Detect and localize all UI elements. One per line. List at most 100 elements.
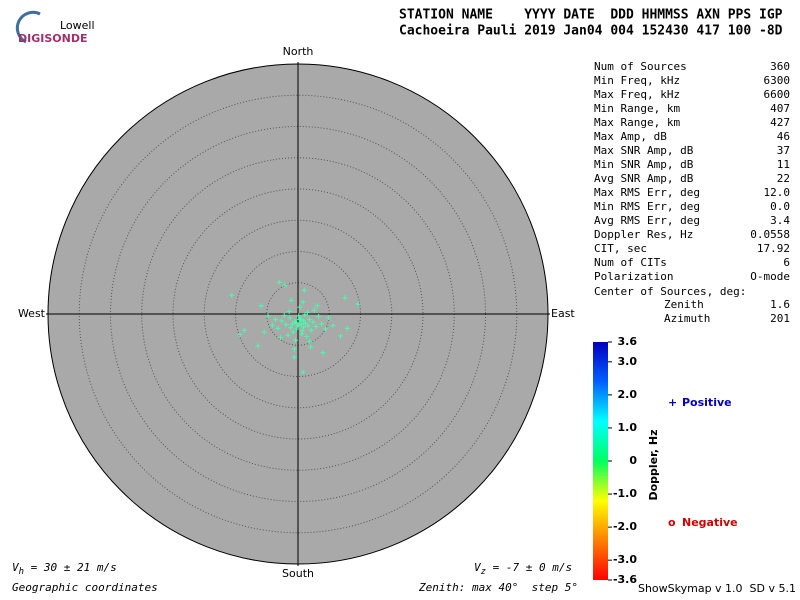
source-point: [293, 320, 299, 326]
stat-label: Max RMS Err, deg: [594, 186, 700, 199]
stat-label: Min RMS Err, deg: [594, 200, 700, 213]
source-point: [285, 332, 291, 338]
source-point: [314, 303, 320, 309]
source-point: [300, 369, 306, 375]
stat-value: 12.0: [764, 186, 791, 199]
source-point: [290, 329, 296, 335]
colorbar: [593, 342, 608, 580]
source-point: [237, 332, 243, 338]
footer-coords: Geographic coordinates: [12, 581, 158, 594]
stat-label: Avg RMS Err, deg: [594, 214, 700, 227]
stat-value: 6300: [764, 74, 791, 87]
source-point: [302, 312, 308, 318]
source-point: [326, 315, 332, 321]
stats-title: Center of Sources, deg:: [594, 285, 746, 298]
source-point: [338, 333, 343, 339]
stat-label: Num of Sources: [594, 60, 687, 73]
legend-text: Negative: [682, 516, 738, 529]
colorbar-tick-label: 0: [629, 454, 637, 467]
source-point: [281, 312, 287, 318]
velocity-text: = -7 ± 0 m/s: [486, 561, 572, 574]
stat-label: Max Amp, dB: [594, 130, 667, 143]
source-point: [319, 321, 325, 327]
velocity: Vh = 30 ± 21 m/s: [12, 561, 117, 577]
stat-value: 427: [770, 116, 790, 129]
source-point: [313, 324, 319, 329]
colorbar-tick-label: -3.6: [613, 573, 637, 586]
stat-value: 6: [783, 256, 790, 269]
header-line: Cachoeira Pauli 2019 Jan04 004 152430 41…: [399, 24, 783, 39]
colorbar-tick-label: 2.0: [618, 388, 638, 401]
stat-label: Min SNR Amp, dB: [594, 158, 694, 171]
source-point: [296, 313, 302, 319]
source-point: [278, 335, 283, 341]
source-point: [310, 319, 316, 325]
source-point: [300, 299, 306, 305]
legend-text: Positive: [682, 396, 732, 409]
source-point: [307, 339, 313, 344]
center-label: Azimuth: [664, 312, 710, 325]
source-point: [301, 318, 307, 324]
source-point: [301, 287, 307, 293]
stat-label: Min Freq, kHz: [594, 74, 680, 87]
stat-value: 0.0558: [750, 228, 790, 241]
source-point: [299, 331, 305, 337]
source-point: [286, 309, 292, 314]
source-point: [269, 322, 275, 328]
source-point: [293, 337, 298, 343]
source-point: [265, 313, 271, 319]
source-point: [275, 325, 281, 331]
stat-value: 3.4: [770, 214, 790, 227]
center-value: 201: [770, 312, 790, 325]
stat-label: Polarization: [594, 270, 673, 283]
colorbar-tick-label: -2.0: [613, 520, 637, 533]
colorbar-tick-label: 1.0: [618, 421, 638, 434]
stat-value: O-mode: [750, 270, 790, 283]
source-point: [308, 344, 313, 350]
source-point: [288, 325, 293, 331]
stat-value: 22: [777, 172, 790, 185]
stat-value: 360: [770, 60, 790, 73]
direction: North: [283, 45, 314, 58]
source-point: [311, 307, 317, 313]
colorbar-tick-label: -1.0: [613, 487, 637, 500]
header-line: STATION NAME YYYY DATE DDD HHMMSS AXN PP…: [399, 8, 783, 23]
center-label: Zenith: [664, 298, 704, 311]
source-point: [320, 350, 326, 356]
source-point: [299, 328, 305, 334]
stat-value: 407: [770, 102, 790, 115]
stat-value: 17.92: [757, 242, 790, 255]
stat-value: 46: [777, 130, 790, 143]
source-point: [288, 297, 294, 303]
source-point: [282, 282, 288, 288]
source-point: [323, 326, 328, 332]
logo-arc: [15, 10, 41, 44]
source-point: [261, 329, 267, 335]
source-point: [289, 321, 295, 327]
stat-label: Max Range, km: [594, 116, 680, 129]
stat-label: Max Freq, kHz: [594, 88, 680, 101]
source-point: [306, 317, 312, 323]
colorbar-tick-label: 3.0: [618, 355, 638, 368]
footer-version: ShowSkymap v 1.0 SD v 5.1: [638, 582, 796, 595]
direction: West: [18, 307, 46, 320]
colorbar-tick-label: -3.0: [613, 553, 637, 566]
source-point: [297, 304, 303, 310]
stat-value: 37: [777, 144, 790, 157]
source-point: [276, 279, 282, 285]
source-point: [241, 327, 247, 333]
velocity-sub: z: [481, 567, 486, 577]
source-point: [330, 323, 336, 329]
source-point: [279, 318, 285, 324]
source-point: [301, 324, 307, 330]
source-point: [316, 314, 322, 319]
velocity: Vz = -7 ± 0 m/s: [474, 561, 572, 577]
source-point: [344, 325, 350, 331]
source-point: [291, 346, 297, 352]
stat-label: Num of CITs: [594, 256, 667, 269]
direction: South: [282, 567, 314, 580]
legend-symbol: o: [668, 516, 676, 529]
source-point: [305, 323, 311, 329]
stat-value: 0.0: [770, 200, 790, 213]
